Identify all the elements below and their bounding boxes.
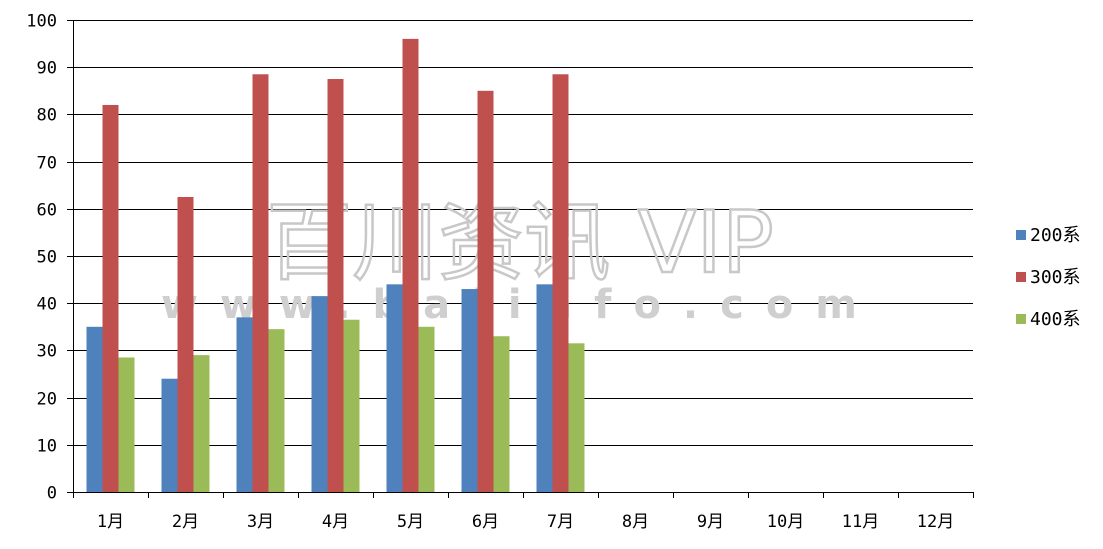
bar-400系-5月	[418, 326, 435, 492]
gridlines	[73, 20, 973, 446]
bar-200系-5月	[386, 284, 403, 492]
x-tick-label: 2月	[172, 512, 199, 532]
legend-label: 200系	[1030, 225, 1081, 246]
x-tick-label: 4月	[322, 512, 349, 532]
bar-400系-2月	[193, 355, 210, 492]
watermark-main: 百川资讯 VIP	[266, 193, 773, 293]
x-tick-label: 1月	[97, 512, 124, 532]
bar-300系-2月	[177, 197, 194, 492]
legend-label: 400系	[1030, 309, 1081, 330]
bar-200系-6月	[461, 289, 478, 492]
bar-300系-4月	[327, 79, 344, 492]
x-tick-label: 6月	[472, 512, 499, 532]
bar-300系-1月	[102, 104, 119, 493]
y-tick-label: 10	[37, 437, 57, 457]
bar-400系-3月	[268, 329, 285, 492]
x-tick-label: 11月	[842, 512, 879, 532]
watermark-sub: www.baiinfo.com	[161, 282, 879, 328]
bar-300系-3月	[252, 74, 269, 492]
y-tick-label: 80	[37, 106, 57, 126]
x-tick-label: 3月	[247, 512, 274, 532]
y-tick-label: 40	[37, 295, 57, 315]
y-tick-label: 50	[37, 248, 57, 268]
x-tick-label: 8月	[622, 512, 649, 532]
watermark: 百川资讯 VIP www.baiinfo.com	[161, 192, 879, 328]
bar-200系-2月	[161, 378, 178, 492]
bar-400系-6月	[493, 336, 510, 492]
bars	[86, 38, 585, 493]
x-tick-labels: 1月 2月 3月 4月 5月 6月 7月 8月 9月 10月 11月 12月	[97, 512, 954, 532]
bar-300系-7月	[552, 74, 569, 492]
bar-200系-4月	[311, 296, 328, 492]
y-tick-labels: 0 10 20 30 40 50 60 70 80 90 100	[26, 12, 57, 504]
bar-200系-1月	[86, 326, 103, 492]
y-tick-label: 70	[37, 154, 57, 174]
y-tick-label: 30	[37, 342, 57, 362]
bar-200系-7月	[536, 284, 553, 492]
x-tick-label: 7月	[547, 512, 574, 532]
bar-400系-4月	[343, 319, 360, 492]
bar-300系-5月	[402, 38, 419, 492]
y-tick-label: 20	[37, 390, 57, 410]
y-tick-label: 0	[47, 484, 57, 504]
y-tick-label: 100	[26, 12, 57, 32]
bar-200系-3月	[236, 317, 253, 492]
x-tick-label: 10月	[767, 512, 804, 532]
legend-swatch	[1016, 314, 1026, 324]
bar-400系-1月	[118, 357, 135, 492]
legend-swatch	[1016, 230, 1026, 240]
x-tick-label: 12月	[917, 512, 954, 532]
legend-label: 300系	[1030, 267, 1081, 288]
x-tick-label: 5月	[397, 512, 424, 532]
bar-400系-7月	[568, 343, 585, 492]
legend: 200系 300系 400系	[1016, 225, 1081, 330]
y-tick-label: 90	[37, 59, 57, 79]
legend-swatch	[1016, 272, 1026, 282]
x-tick-label: 9月	[697, 512, 724, 532]
bar-300系-6月	[477, 90, 494, 493]
y-tick-label: 60	[37, 201, 57, 221]
axes	[67, 20, 974, 498]
